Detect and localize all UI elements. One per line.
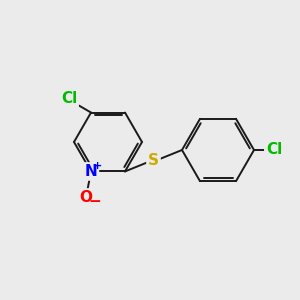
Text: N: N xyxy=(85,164,98,179)
Text: Cl: Cl xyxy=(266,142,282,158)
Text: +: + xyxy=(93,161,103,171)
Text: S: S xyxy=(148,153,159,168)
Text: O: O xyxy=(80,190,92,205)
Text: Cl: Cl xyxy=(61,91,77,106)
Text: −: − xyxy=(88,194,101,209)
